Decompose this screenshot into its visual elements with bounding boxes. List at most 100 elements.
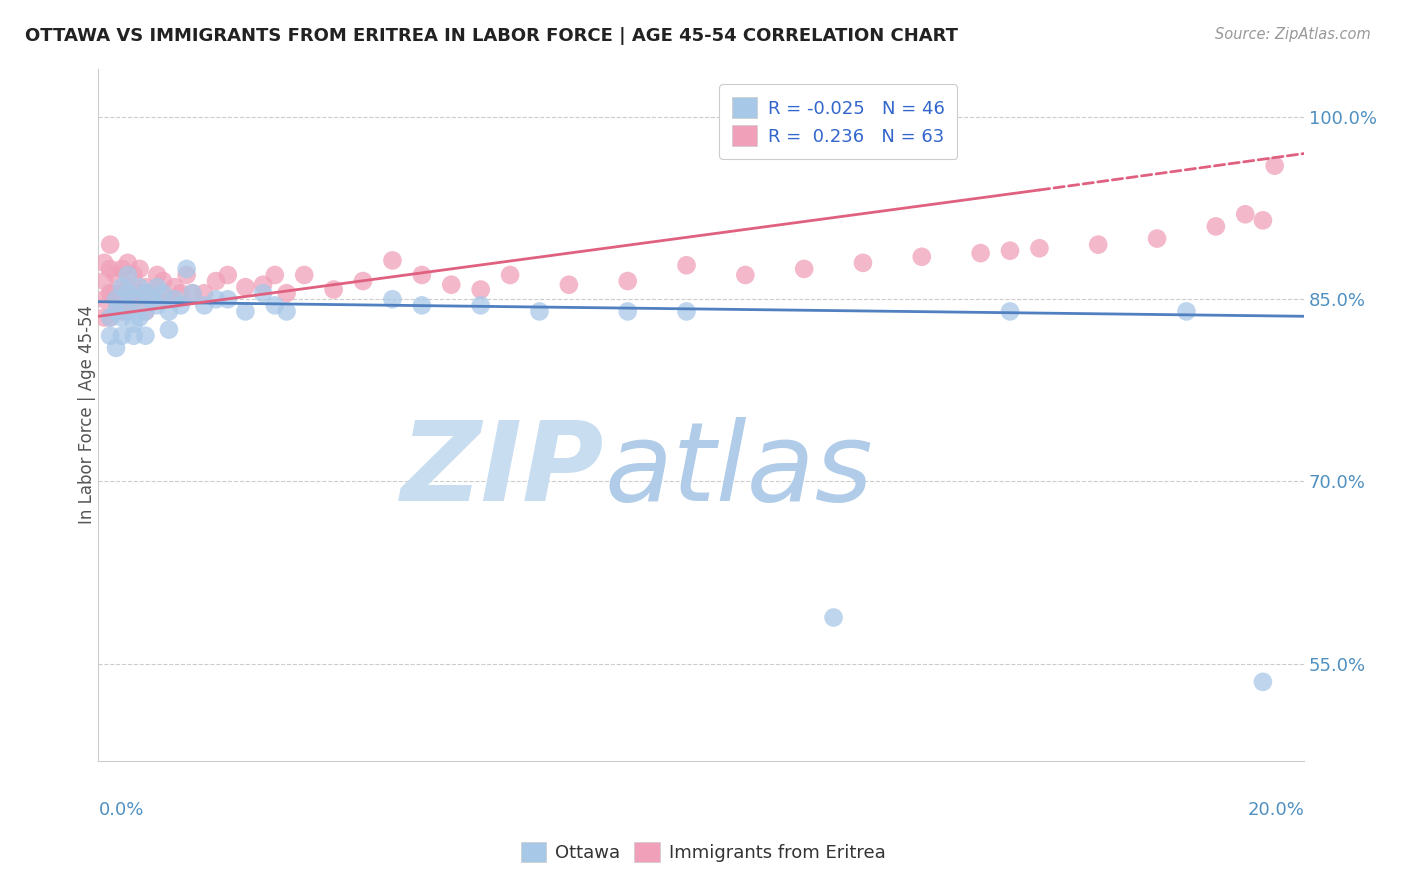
- Point: [1234, 207, 1257, 221]
- Point: [252, 277, 274, 292]
- Point: [111, 286, 134, 301]
- Point: [470, 298, 492, 312]
- Point: [1175, 304, 1198, 318]
- Text: Source: ZipAtlas.com: Source: ZipAtlas.com: [1215, 27, 1371, 42]
- Point: [1205, 219, 1227, 234]
- Legend: R = -0.025   N = 46, R =  0.236   N = 63: R = -0.025 N = 46, R = 0.236 N = 63: [720, 85, 957, 159]
- Point: [205, 274, 228, 288]
- Point: [117, 256, 139, 270]
- Point: [98, 310, 121, 325]
- Point: [440, 277, 463, 292]
- Point: [292, 268, 315, 282]
- Point: [276, 286, 298, 301]
- Point: [352, 274, 374, 288]
- Point: [1251, 213, 1274, 227]
- Point: [1251, 674, 1274, 689]
- Point: [141, 286, 163, 301]
- Point: [1264, 159, 1286, 173]
- Point: [134, 280, 156, 294]
- Point: [217, 268, 239, 282]
- Point: [170, 286, 193, 301]
- Point: [205, 293, 228, 307]
- Point: [152, 286, 174, 301]
- Point: [117, 304, 139, 318]
- Point: [998, 244, 1021, 258]
- Point: [117, 268, 139, 282]
- Point: [263, 268, 285, 282]
- Text: ZIP: ZIP: [401, 417, 605, 524]
- Point: [141, 293, 163, 307]
- Point: [117, 304, 139, 318]
- Point: [93, 274, 115, 288]
- Point: [675, 304, 697, 318]
- Point: [128, 286, 150, 301]
- Point: [276, 304, 298, 318]
- Point: [181, 286, 204, 301]
- Point: [616, 274, 638, 288]
- Point: [105, 268, 128, 282]
- Point: [734, 268, 756, 282]
- Point: [235, 304, 257, 318]
- Point: [134, 286, 156, 301]
- Point: [163, 280, 186, 294]
- Point: [93, 310, 115, 325]
- Point: [157, 304, 180, 318]
- Point: [146, 298, 169, 312]
- Point: [157, 323, 180, 337]
- Point: [381, 293, 404, 307]
- Point: [193, 286, 215, 301]
- Point: [93, 293, 115, 307]
- Point: [146, 268, 169, 282]
- Point: [163, 293, 186, 307]
- Point: [111, 310, 134, 325]
- Point: [98, 261, 121, 276]
- Point: [111, 304, 134, 318]
- Point: [122, 317, 145, 331]
- Point: [1146, 231, 1168, 245]
- Point: [217, 293, 239, 307]
- Legend: Ottawa, Immigrants from Eritrea: Ottawa, Immigrants from Eritrea: [513, 834, 893, 870]
- Point: [252, 286, 274, 301]
- Point: [98, 286, 121, 301]
- Point: [105, 341, 128, 355]
- Point: [235, 280, 257, 294]
- Text: 20.0%: 20.0%: [1247, 801, 1305, 820]
- Point: [146, 293, 169, 307]
- Y-axis label: In Labor Force | Age 45-54: In Labor Force | Age 45-54: [79, 305, 96, 524]
- Point: [105, 304, 128, 318]
- Point: [93, 256, 115, 270]
- Point: [134, 304, 156, 318]
- Point: [193, 298, 215, 312]
- Point: [128, 280, 150, 294]
- Point: [98, 237, 121, 252]
- Point: [558, 277, 581, 292]
- Point: [322, 283, 344, 297]
- Point: [105, 293, 128, 307]
- Text: 0.0%: 0.0%: [98, 801, 143, 820]
- Point: [98, 310, 121, 325]
- Point: [105, 286, 128, 301]
- Point: [105, 304, 128, 318]
- Point: [470, 283, 492, 297]
- Point: [852, 256, 875, 270]
- Point: [134, 304, 156, 318]
- Point: [411, 268, 433, 282]
- Point: [117, 286, 139, 301]
- Point: [134, 328, 156, 343]
- Point: [122, 268, 145, 282]
- Point: [122, 293, 145, 307]
- Point: [499, 268, 522, 282]
- Point: [128, 261, 150, 276]
- Point: [381, 253, 404, 268]
- Point: [146, 280, 169, 294]
- Point: [1087, 237, 1109, 252]
- Point: [176, 268, 198, 282]
- Point: [793, 261, 815, 276]
- Text: OTTAWA VS IMMIGRANTS FROM ERITREA IN LABOR FORCE | AGE 45-54 CORRELATION CHART: OTTAWA VS IMMIGRANTS FROM ERITREA IN LAB…: [25, 27, 959, 45]
- Point: [616, 304, 638, 318]
- Point: [998, 304, 1021, 318]
- Point: [823, 610, 845, 624]
- Point: [181, 286, 204, 301]
- Point: [157, 293, 180, 307]
- Point: [1028, 241, 1050, 255]
